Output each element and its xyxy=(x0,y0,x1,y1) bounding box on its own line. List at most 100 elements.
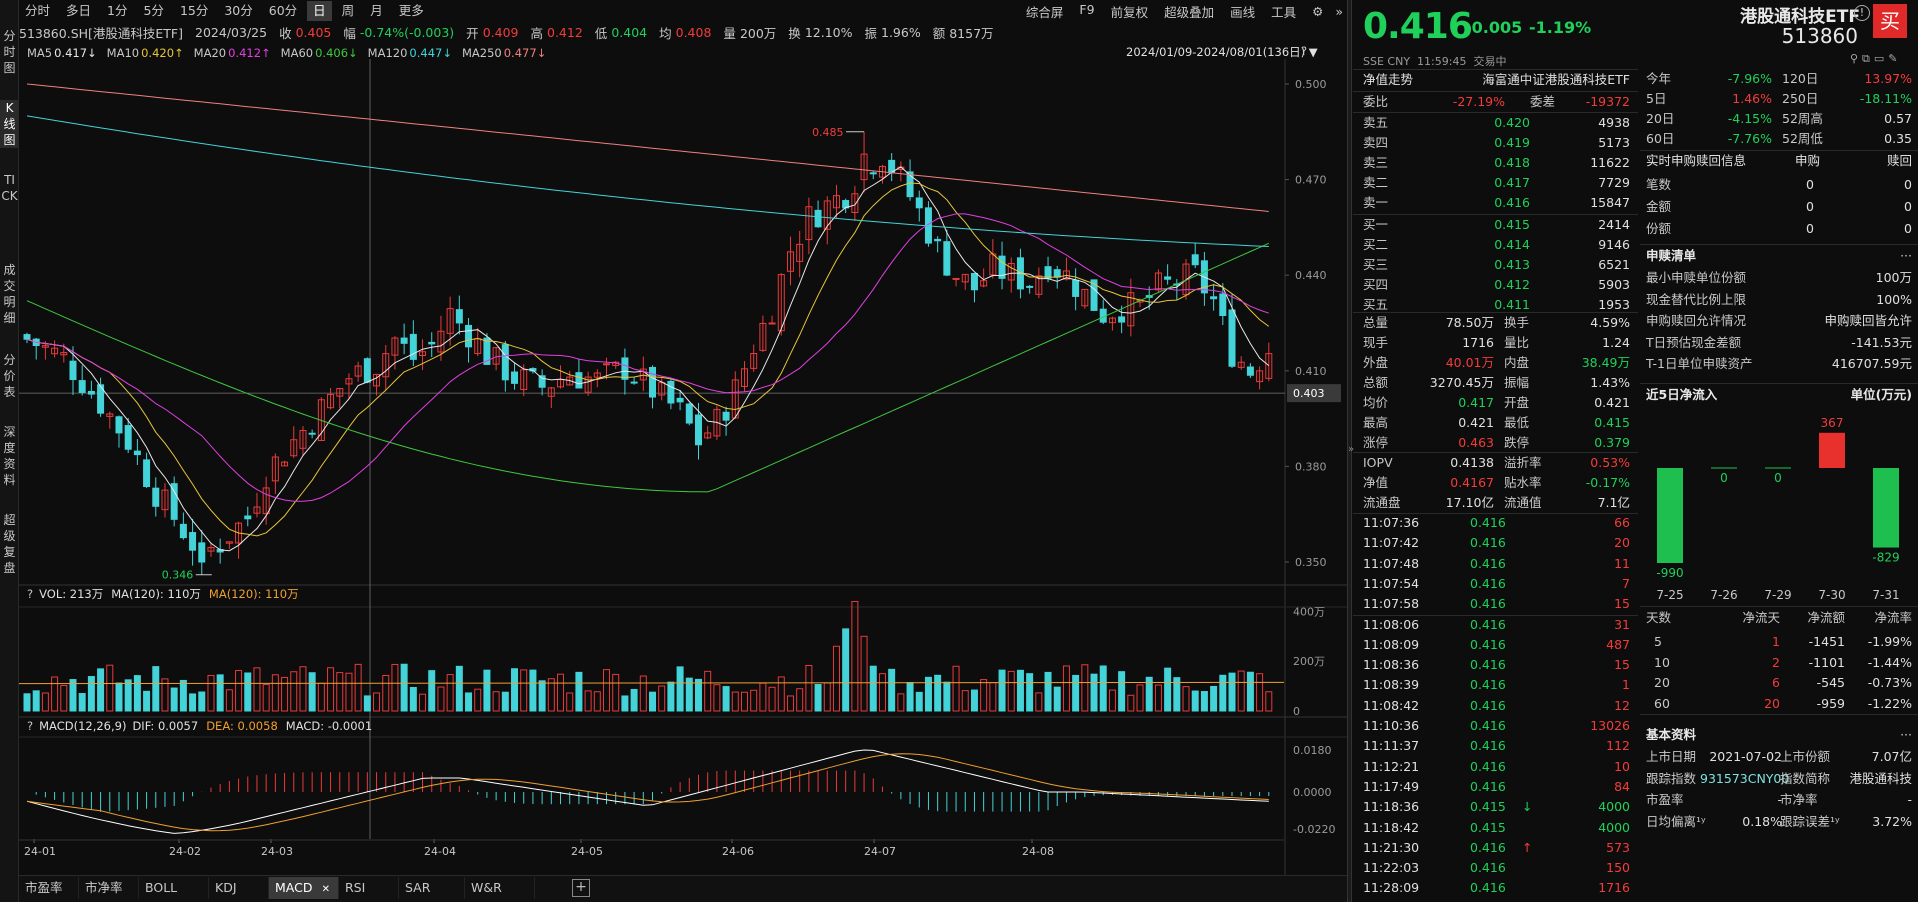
period-tab-2[interactable]: 1分 xyxy=(107,3,128,18)
candle-body xyxy=(593,372,601,378)
more-button[interactable]: ··· xyxy=(1900,248,1912,263)
tick-time: 11:08:42 xyxy=(1363,697,1420,713)
ask-price[interactable]: 0.418 xyxy=(1494,155,1530,170)
collapse-icon[interactable]: » xyxy=(1348,444,1355,455)
expand-icon[interactable]: » xyxy=(1335,3,1343,19)
period-tab-8[interactable]: 周 xyxy=(341,3,355,18)
tick-volume: 112 xyxy=(1606,738,1630,754)
perf-value: -4.15% xyxy=(1727,111,1772,126)
bid-price[interactable]: 0.413 xyxy=(1494,257,1530,272)
period-tab-3[interactable]: 5分 xyxy=(143,3,164,18)
volume-bar xyxy=(777,676,785,712)
bid-price[interactable]: 0.415 xyxy=(1494,217,1530,232)
indicator-tab-5[interactable]: RSI xyxy=(339,877,399,899)
period-tab-10[interactable]: 更多 xyxy=(398,3,424,18)
candle-body xyxy=(382,353,390,378)
ask-price[interactable]: 0.416 xyxy=(1494,195,1530,210)
candle-body xyxy=(970,272,978,291)
period-tab-1[interactable]: 多日 xyxy=(66,3,92,18)
candle-body xyxy=(860,153,868,181)
sidebar-tab-deals[interactable]: 成交明细 xyxy=(3,263,16,325)
sidebar-tab-tick[interactable]: TICK xyxy=(1,173,18,203)
nav-trend-link[interactable]: 净值走势 xyxy=(1363,72,1414,87)
bid-price[interactable]: 0.412 xyxy=(1494,277,1530,292)
candle-body xyxy=(373,373,381,387)
iopv-label: 净值 xyxy=(1363,475,1389,490)
macd-help-icon[interactable]: ? xyxy=(27,719,34,733)
period-tab-9[interactable]: 月 xyxy=(370,3,383,18)
sidebar-tab-depth[interactable]: 深度资料 xyxy=(3,425,16,487)
help-icon[interactable]: ? xyxy=(1301,44,1308,58)
panel-divider[interactable] xyxy=(1347,0,1352,902)
kline-chart[interactable]: 0.500 0.470 0.440 0.410 0.380 0.350 0.403 0.485… xyxy=(19,59,1347,875)
toolbar-button-3[interactable]: 超级叠加 xyxy=(1164,4,1215,20)
indicator-tab-1[interactable]: 市净率 xyxy=(79,877,139,899)
indicator-tab-7[interactable]: W&R xyxy=(465,877,535,899)
panel-icons[interactable]: ⚲⧉▭✎ xyxy=(1850,52,1902,65)
indicator-tab-0[interactable]: 市盈率 xyxy=(19,877,79,899)
volume-bar xyxy=(78,693,86,712)
period-tab-6[interactable]: 60分 xyxy=(268,3,298,18)
volume-ma2-value: MA(120): 110万 xyxy=(208,587,299,601)
iopv-value: 7.1亿 xyxy=(1597,495,1630,510)
candle-body xyxy=(722,411,730,421)
add-indicator-button[interactable]: + xyxy=(572,879,590,897)
weibi-value: -27.19% xyxy=(1452,94,1505,109)
toolbar-button-5[interactable]: 工具 xyxy=(1271,4,1297,20)
sidebar-tab-timeshare[interactable]: 分时图 xyxy=(3,29,16,75)
candles xyxy=(23,131,1273,575)
toolbar-button-0[interactable]: 综合屏 xyxy=(1025,4,1064,20)
volume-bar xyxy=(1164,667,1172,712)
toolbar-button-1[interactable]: F9 xyxy=(1079,1,1095,17)
more-button[interactable]: ··· xyxy=(1900,727,1912,742)
stat-value: 78.50万 xyxy=(1445,315,1494,330)
flow-cell: 60 xyxy=(1654,695,1670,711)
ma-legend-value: 0.447↓ xyxy=(409,46,452,60)
toolbar-button-4[interactable]: 画线 xyxy=(1230,4,1256,20)
sublist-label: T-1日单位申赎资产 xyxy=(1646,356,1753,371)
info-icon[interactable]: ! xyxy=(1854,5,1870,21)
sidebar-tab-review[interactable]: 超级复盘 xyxy=(3,513,16,575)
volume-bar xyxy=(483,669,491,712)
ask-price[interactable]: 0.417 xyxy=(1494,175,1530,190)
settings-icon[interactable]: ⚙ xyxy=(1312,3,1324,19)
basic-label: 市盈率 xyxy=(1646,792,1684,807)
ask-price[interactable]: 0.420 xyxy=(1494,115,1530,130)
period-tab-4[interactable]: 15分 xyxy=(179,3,209,18)
bid-price[interactable]: 0.414 xyxy=(1494,237,1530,252)
close-tab-icon[interactable]: ✕ xyxy=(318,884,331,895)
security-code: 513860 xyxy=(1781,24,1858,48)
period-tab-5[interactable]: 30分 xyxy=(224,3,253,18)
indicator-tab-6[interactable]: SAR xyxy=(399,877,465,899)
price-change-pct: -1.19% xyxy=(1529,18,1592,37)
bid-price[interactable]: 0.411 xyxy=(1494,297,1530,312)
candle-body xyxy=(851,193,859,214)
volume-help-icon[interactable]: ? xyxy=(27,587,34,601)
period-tab-0[interactable]: 分时 xyxy=(25,3,51,18)
candle-body xyxy=(253,506,261,514)
vol-label: 量 xyxy=(723,25,736,41)
indicator-tab-2[interactable]: BOLL xyxy=(139,877,209,899)
candle-body xyxy=(483,337,491,365)
netflow-value-label: 367 xyxy=(1821,416,1844,430)
period-tab-7[interactable]: 日 xyxy=(307,1,332,21)
candle-body xyxy=(538,375,546,388)
sublist-value: 100% xyxy=(1876,291,1912,307)
indicator-tab-4[interactable]: MACD ✕ xyxy=(269,877,339,899)
ask-price[interactable]: 0.419 xyxy=(1494,135,1530,150)
sidebar-tab-kline[interactable]: K线图 xyxy=(0,100,19,148)
tick-volume: 573 xyxy=(1606,839,1630,855)
candle-body xyxy=(1053,269,1061,278)
volume-bar xyxy=(327,667,335,712)
date-range[interactable]: 2024/01/09-2024/08/01(136日) ▼ xyxy=(1126,44,1318,60)
toolbar-button-2[interactable]: 前复权 xyxy=(1110,4,1149,20)
candle-body xyxy=(336,387,344,397)
indicator-tab-3[interactable]: KDJ xyxy=(209,877,269,899)
candle-body xyxy=(1154,272,1162,291)
sidebar-tab-pricetable[interactable]: 分价表 xyxy=(3,353,16,399)
ask-volume: 11622 xyxy=(1590,155,1630,170)
dropdown-icon[interactable]: ▼ xyxy=(1308,45,1318,59)
basic-value[interactable]: 931573CNY00 xyxy=(1700,770,1790,786)
buy-button[interactable]: 买 xyxy=(1873,4,1907,38)
volume-bar xyxy=(1246,671,1254,712)
